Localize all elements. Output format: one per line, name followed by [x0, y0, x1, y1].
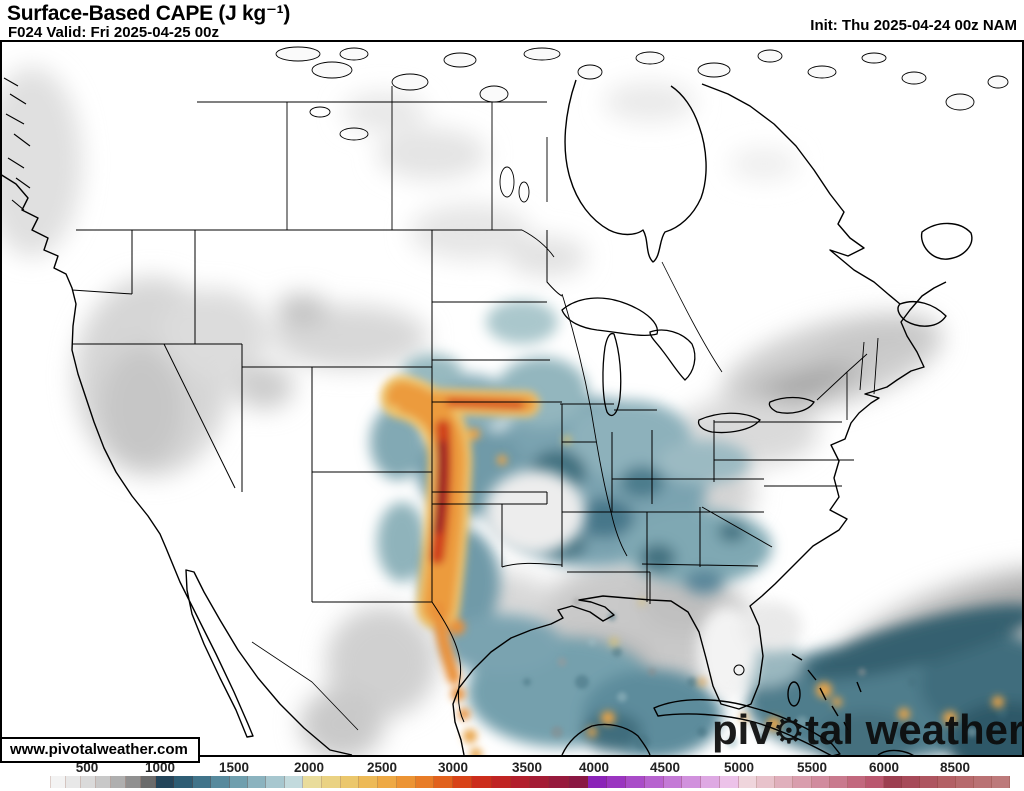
state-borders	[71, 86, 879, 731]
colorbar-tick-label: 5000	[723, 760, 755, 775]
colorbar-tick-label: 1500	[218, 760, 250, 775]
colorbar-section-blue	[156, 776, 303, 788]
colorbar-segment	[974, 776, 992, 788]
colorbar-segment	[303, 776, 322, 788]
colorbar-segment	[141, 776, 156, 788]
colorbar-labels: 500 1000 1500 2000 2500 3000 3500 4000 4500 5000 5…	[0, 760, 1024, 775]
colorbar-section-gray	[36, 776, 156, 788]
colorbar-segment	[266, 776, 285, 788]
website-url-overlay: www.pivotalweather.com	[0, 737, 200, 763]
colorbar-segment	[491, 776, 511, 788]
colorbar-segment	[920, 776, 938, 788]
map-frame	[0, 40, 1024, 757]
colorbar-tick-label: 1000	[144, 760, 176, 775]
colorbar-section-orange	[303, 776, 453, 788]
colorbar-segment	[956, 776, 974, 788]
colorbar-segment	[434, 776, 453, 788]
colorbar-segment	[847, 776, 866, 788]
pivotalweather-watermark: piv⚙tal weather	[712, 706, 1024, 754]
colorbar-segment	[51, 776, 66, 788]
colorbar-segment	[568, 776, 588, 788]
colorbar-segment	[36, 776, 51, 788]
watermark-text-post: tal weather	[804, 706, 1024, 753]
colorbar-tick-label: 8500	[939, 760, 971, 775]
colorbar-segment	[340, 776, 360, 788]
colorbar-segment	[775, 776, 794, 788]
colorbar-segment	[530, 776, 550, 788]
colorbar-segment	[126, 776, 141, 788]
colorbar-segment	[811, 776, 830, 788]
colorbar-tick-label: 3000	[437, 760, 469, 775]
colorbar-segment	[884, 776, 902, 788]
colorbar-segment	[192, 776, 212, 788]
coastlines	[2, 77, 973, 755]
colorbar-segment	[625, 776, 645, 788]
colorbar-section-mauve	[884, 776, 1010, 788]
colorbar-segment	[415, 776, 435, 788]
watermark-text-pre: piv	[712, 706, 773, 753]
page-title: Surface-Based CAPE (J kg⁻¹)	[7, 2, 291, 25]
colorbar-segment	[378, 776, 397, 788]
colorbar	[36, 776, 1010, 788]
colorbar-segment	[757, 776, 776, 788]
cape-shading-high	[380, 375, 1004, 755]
colorbar-tick-label: 4000	[578, 760, 610, 775]
colorbar-segment	[321, 776, 341, 788]
colorbar-segment	[701, 776, 721, 788]
colorbar-segment	[663, 776, 683, 788]
colorbar-segment	[174, 776, 193, 788]
colorbar-tick-label: 500	[75, 760, 99, 775]
colorbar-segment	[992, 776, 1010, 788]
arctic-islands	[275, 46, 1009, 203]
colorbar-segment	[472, 776, 492, 788]
gear-icon: ⚙	[772, 710, 805, 751]
colorbar-segment	[720, 776, 739, 788]
colorbar-segment	[247, 776, 267, 788]
colorbar-section-pink	[739, 776, 884, 788]
colorbar-tick-label: 3500	[511, 760, 543, 775]
init-time-label: Init: Thu 2025-04-24 00z NAM	[810, 17, 1017, 34]
colorbar-segment	[396, 776, 416, 788]
colorbar-segment	[211, 776, 230, 788]
colorbar-segment	[938, 776, 956, 788]
colorbar-segment	[902, 776, 920, 788]
valid-time-label: F024 Valid: Fri 2025-04-25 00z	[8, 24, 219, 41]
colorbar-section-red	[453, 776, 588, 788]
colorbar-segment	[793, 776, 812, 788]
colorbar-tick-label: 2000	[293, 760, 325, 775]
colorbar-segment	[81, 776, 96, 788]
colorbar-segment	[453, 776, 473, 788]
great-lakes	[561, 297, 815, 434]
colorbar-segment	[510, 776, 531, 788]
map-svg	[2, 42, 1022, 755]
colorbar-segment	[865, 776, 884, 788]
cape-clear-pockets	[485, 470, 802, 698]
colorbar-segment	[359, 776, 378, 788]
colorbar-segment	[682, 776, 702, 788]
colorbar-tick-label: 6000	[868, 760, 900, 775]
colorbar-segment	[229, 776, 248, 788]
colorbar-tick-label: 5500	[796, 760, 828, 775]
colorbar-segment	[644, 776, 664, 788]
colorbar-segment	[284, 776, 303, 788]
colorbar-segment	[588, 776, 607, 788]
colorbar-segment	[829, 776, 848, 788]
colorbar-segment	[739, 776, 758, 788]
colorbar-tick-label: 4500	[649, 760, 681, 775]
colorbar-segment	[156, 776, 175, 788]
colorbar-section-purple	[588, 776, 739, 788]
colorbar-segment	[606, 776, 626, 788]
colorbar-segment	[66, 776, 81, 788]
colorbar-segment	[96, 776, 111, 788]
colorbar-tick-label: 2500	[366, 760, 398, 775]
colorbar-segment	[111, 776, 126, 788]
colorbar-segment	[549, 776, 569, 788]
